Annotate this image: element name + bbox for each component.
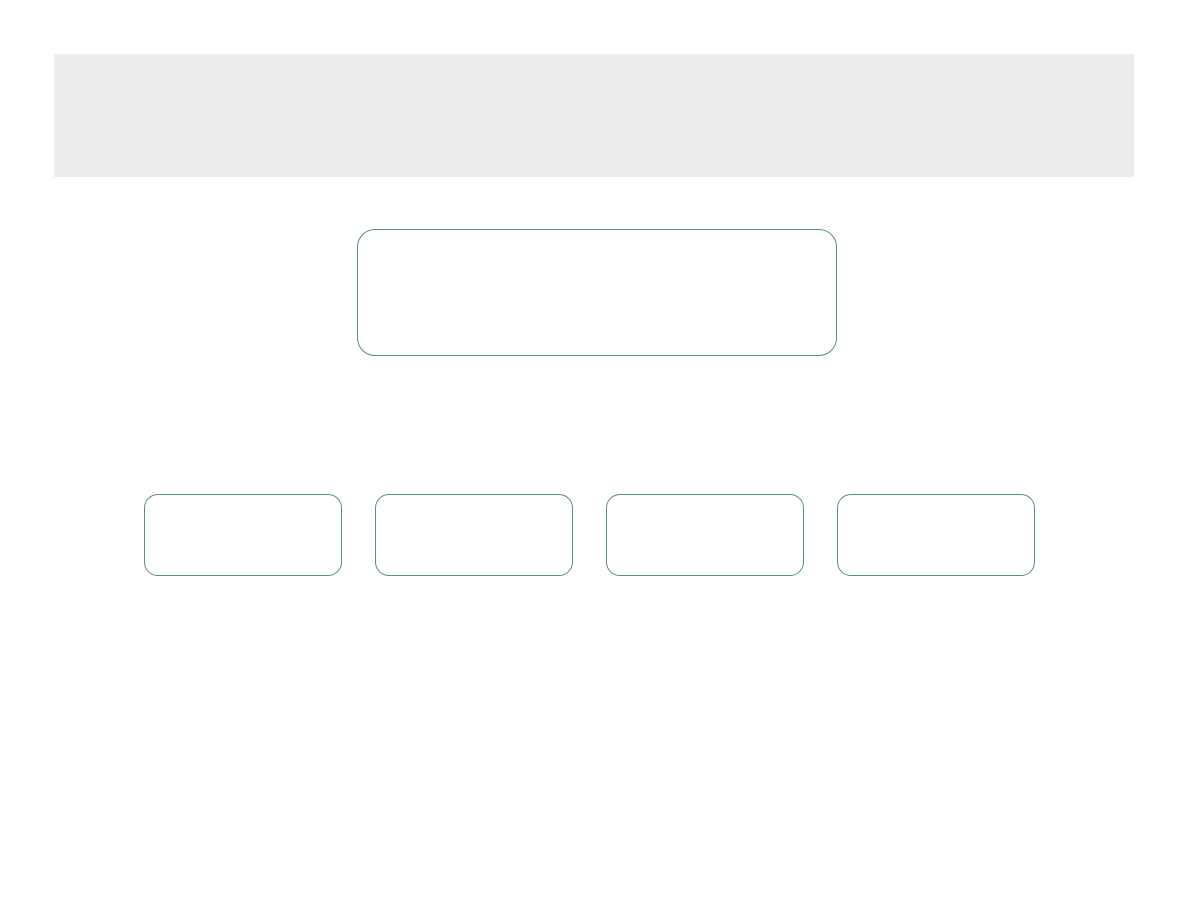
bottom-node-box-2 (375, 494, 573, 576)
bottom-node-box-4 (837, 494, 1035, 576)
connector-arrow-1 (243, 371, 439, 494)
connector-arrow-2 (474, 371, 556, 494)
connector-arrow-3 (641, 371, 705, 494)
logo-mark (948, 786, 1120, 812)
brand-logo (948, 786, 1120, 815)
bottom-node-box-3 (606, 494, 804, 576)
header-band (54, 54, 1134, 177)
connector-arrow-4 (767, 371, 936, 494)
top-node-box (357, 229, 837, 356)
bottom-node-box-1 (144, 494, 342, 576)
